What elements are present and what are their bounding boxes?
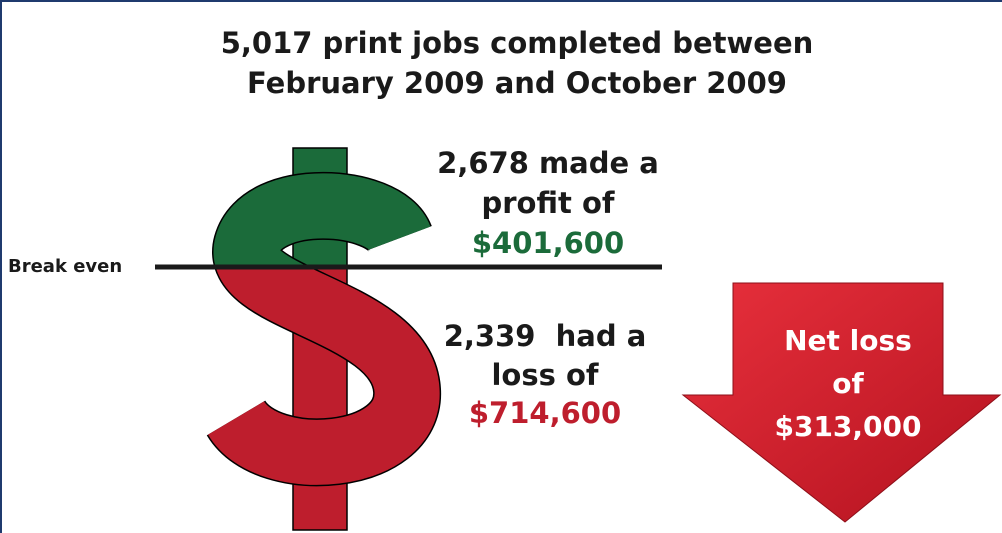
profit-text: profit of xyxy=(482,186,615,220)
dollar-sign xyxy=(206,147,441,531)
net-loss-arrow xyxy=(681,282,1002,523)
net-amount: $313,000 xyxy=(774,410,921,443)
loss-text: loss of xyxy=(491,358,598,392)
break-even-label: Break even xyxy=(8,256,122,277)
loss-text: 2,339 had a xyxy=(444,319,647,353)
net-text: Net loss xyxy=(784,324,912,357)
net-text: of xyxy=(832,367,864,400)
loss-amount: $714,600 xyxy=(469,396,621,430)
title-line: 5,017 print jobs completed between xyxy=(221,26,814,60)
title-line: February 2009 and October 2009 xyxy=(247,66,787,100)
profit-text: 2,678 made a xyxy=(437,146,659,180)
profit-amount: $401,600 xyxy=(472,226,624,260)
